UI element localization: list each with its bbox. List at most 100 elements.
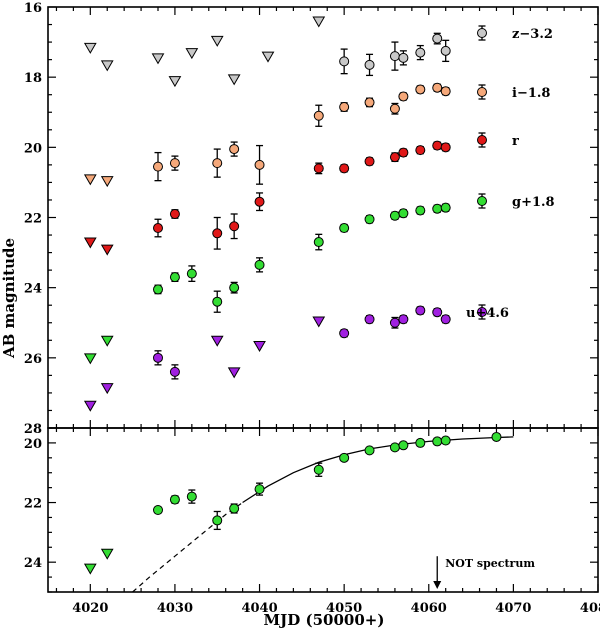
bottom-x-tick-label: 4020 <box>72 601 108 616</box>
top-point-z-3.2 <box>415 47 426 58</box>
annotation-label: NOT spectrum <box>445 557 535 570</box>
top-upper-limit-z-3.2 <box>261 51 275 63</box>
top-upper-limit-u+4.6 <box>253 341 266 353</box>
bottom-point-g <box>339 452 350 463</box>
top-upper-limit-u+4.6 <box>210 335 224 347</box>
bottom-y-tick-label: 24 <box>24 556 42 571</box>
legend-marker-z-3.2 <box>477 28 487 38</box>
top-upper-limit-z-3.2 <box>151 53 165 65</box>
bottom-y-tick-label: 22 <box>24 497 42 512</box>
bottom-point-g <box>313 464 324 475</box>
top-point-u+4.6 <box>339 328 350 339</box>
bottom-series-g <box>83 431 502 575</box>
top-y-tick-label: 18 <box>24 71 42 86</box>
bottom-point-g <box>186 491 197 502</box>
top-upper-limit-z-3.2 <box>100 60 114 72</box>
bottom-point-g <box>440 435 451 446</box>
bottom-x-tick-label: 4080 <box>580 601 600 616</box>
top-y-tick-label: 26 <box>24 352 42 367</box>
top-point-g+1.8 <box>398 208 409 219</box>
top-point-u+4.6 <box>364 314 375 325</box>
top-point-u+4.6 <box>432 307 443 318</box>
bottom-x-tick-label: 4050 <box>326 601 362 616</box>
legend-label-z-3.2: z−3.2 <box>512 27 553 42</box>
top-point-i-1.8 <box>440 86 451 97</box>
top-series-i-1.8: i−1.8 <box>83 82 550 188</box>
bottom-x-tick-label: 4030 <box>157 601 193 616</box>
top-upper-limit-z-3.2 <box>312 16 326 28</box>
top-point-g+1.8 <box>440 202 451 213</box>
top-y-tick-label: 16 <box>24 1 42 16</box>
bottom-frame <box>47 427 599 593</box>
top-panel: 16 18 20 22 24 26 28 z−3.2 i−1.8 r g+1.8 u+4.6 <box>24 1 599 437</box>
top-point-i-1.8 <box>389 103 400 114</box>
bottom-point-g <box>229 503 240 514</box>
top-point-r <box>212 228 223 239</box>
top-point-g+1.8 <box>212 296 223 307</box>
bottom-point-g <box>389 442 400 453</box>
bottom-upper-limit-g <box>83 563 97 575</box>
x-axis-title: MJD (50000+) <box>264 611 385 629</box>
top-point-i-1.8 <box>229 144 240 155</box>
bottom-panel: 20 22 24 4020 4030 4040 4050 4060 4070 4080 NOT sp… <box>24 427 600 616</box>
bottom-point-g <box>212 515 223 526</box>
top-point-g+1.8 <box>389 210 400 221</box>
top-point-g+1.8 <box>186 268 197 279</box>
top-point-r <box>339 163 350 174</box>
top-point-u+4.6 <box>398 314 409 325</box>
top-point-z-3.2 <box>364 59 375 70</box>
bottom-x-tick-label: 4070 <box>495 601 531 616</box>
top-upper-limit-i-1.8 <box>100 176 114 188</box>
top-point-g+1.8 <box>364 214 375 225</box>
top-upper-limit-r <box>83 237 97 249</box>
top-point-r <box>415 145 426 156</box>
top-upper-limit-i-1.8 <box>83 174 97 186</box>
legend-marker-g+1.8 <box>477 196 487 206</box>
top-point-u+4.6 <box>389 317 400 328</box>
bottom-point-g <box>398 440 409 451</box>
legend-label-u+4.6: u+4.6 <box>466 306 509 321</box>
fit-curve-dashed <box>132 502 243 593</box>
top-point-u+4.6 <box>169 366 180 377</box>
legend-marker-i-1.8 <box>477 87 487 97</box>
top-point-i-1.8 <box>313 110 324 121</box>
top-point-i-1.8 <box>364 97 375 108</box>
top-point-i-1.8 <box>212 158 223 169</box>
top-point-r <box>169 208 180 219</box>
top-point-r <box>432 140 443 151</box>
top-point-r <box>389 152 400 163</box>
top-point-u+4.6 <box>153 352 163 363</box>
top-point-g+1.8 <box>153 284 163 295</box>
top-point-g+1.8 <box>313 237 324 248</box>
top-point-r <box>153 223 163 234</box>
top-y-tick-label: 20 <box>24 141 42 156</box>
top-upper-limit-u+4.6 <box>227 367 241 379</box>
top-upper-limit-u+4.6 <box>312 316 326 328</box>
top-upper-limit-z-3.2 <box>168 76 182 88</box>
top-y-tick-label: 22 <box>24 212 42 227</box>
bottom-y-tick-label: 20 <box>24 437 42 452</box>
top-point-r <box>254 196 265 207</box>
top-point-i-1.8 <box>415 84 426 95</box>
y-axis-title: AB magnitude <box>0 238 18 359</box>
top-point-i-1.8 <box>254 159 265 170</box>
fit-curve-solid <box>242 436 514 504</box>
top-upper-limit-u+4.6 <box>83 400 97 412</box>
top-point-u+4.6 <box>415 305 426 316</box>
top-point-g+1.8 <box>229 282 240 293</box>
top-point-i-1.8 <box>398 91 409 102</box>
top-point-g+1.8 <box>339 223 350 234</box>
top-upper-limit-z-3.2 <box>210 35 224 47</box>
top-point-g+1.8 <box>254 259 265 270</box>
legend-label-r: r <box>512 134 519 149</box>
top-point-i-1.8 <box>153 161 163 172</box>
bottom-point-g <box>153 505 163 515</box>
bottom-point-g <box>169 494 180 505</box>
bottom-point-g <box>364 445 375 456</box>
top-point-g+1.8 <box>169 272 180 283</box>
top-upper-limit-z-3.2 <box>227 74 241 86</box>
top-point-z-3.2 <box>339 56 350 67</box>
bottom-x-tick-label: 4060 <box>411 601 447 616</box>
bottom-point-g <box>415 437 426 448</box>
